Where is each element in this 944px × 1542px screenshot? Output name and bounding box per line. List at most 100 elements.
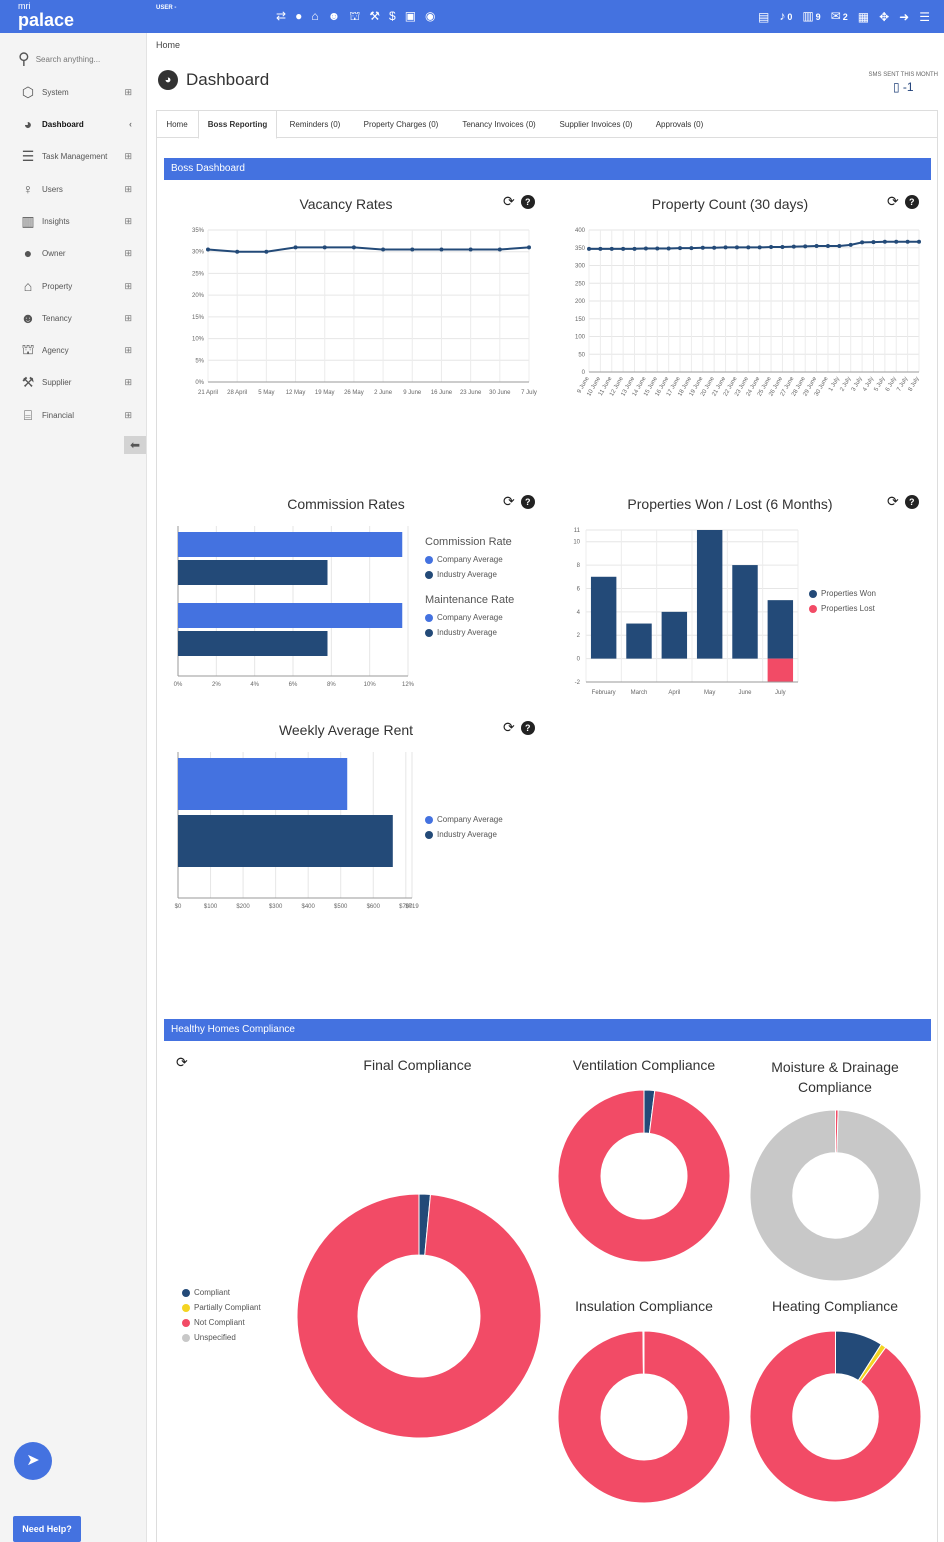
expand-icon[interactable]: ⊞ — [124, 86, 132, 97]
tab-boss-reporting[interactable]: Boss Reporting — [198, 110, 277, 139]
help-icon[interactable]: ? — [904, 494, 919, 509]
expand-icon[interactable]: ⊞ — [124, 183, 132, 194]
legend-item[interactable]: Company Average — [425, 812, 503, 827]
user-icon[interactable]: ● — [295, 9, 303, 23]
refresh-icon[interactable]: ⟳ — [503, 493, 515, 509]
tab-home[interactable]: Home — [166, 120, 188, 129]
help-icon[interactable]: ? — [520, 720, 535, 735]
tab-approvals[interactable]: Approvals (0) — [655, 120, 704, 129]
expand-icon[interactable]: ⊞ — [124, 280, 132, 291]
commission-rate-heading: Commission Rate — [425, 536, 512, 548]
tab-reminders[interactable]: Reminders (0) — [289, 120, 341, 129]
expand-icon[interactable]: ⊞ — [124, 376, 132, 387]
messages-button[interactable]: ✉ 2 — [831, 8, 848, 25]
legend-item[interactable]: Not Compliant — [182, 1315, 261, 1330]
x-tick-label: 16 June — [431, 390, 453, 396]
data-point — [410, 247, 415, 252]
home-icon[interactable]: ⌂ — [311, 9, 319, 23]
legend-item[interactable]: Company Average — [425, 552, 514, 567]
sidebar-item-dashboard[interactable]: ◕ Dashboard ‹ — [18, 115, 132, 133]
tab-tenancy-invoices[interactable]: Tenancy Invoices (0) — [462, 120, 536, 129]
expand-icon[interactable]: ⊞ — [124, 312, 132, 323]
sidebar-item-agency[interactable]: ⛫ Agency ⊞ — [18, 341, 132, 359]
expand-icon[interactable]: ⊞ — [124, 150, 132, 161]
documents-button[interactable]: ▥ 9 — [802, 8, 820, 25]
breadcrumb[interactable]: Home — [156, 40, 181, 50]
legend-item[interactable]: Industry Average — [425, 827, 503, 842]
lock-icon[interactable]: ▣ — [404, 9, 417, 23]
refresh-icon[interactable]: ⟳ — [503, 719, 515, 735]
series-line — [207, 246, 530, 253]
legend-label: Industry Average — [437, 830, 497, 839]
legend-item[interactable]: Industry Average — [425, 567, 514, 582]
data-point — [609, 246, 614, 251]
help-icon[interactable]: ? — [904, 194, 919, 209]
y-tick-label: 25% — [192, 271, 205, 277]
sidebar-item-owner[interactable]: ● Owner ⊞ — [18, 244, 132, 262]
bell-button[interactable]: ♪ 0 — [779, 8, 792, 25]
sidebar-item-tenancy[interactable]: ☻ Tenancy ⊞ — [18, 309, 132, 327]
expand-icon[interactable]: ⊞ — [124, 215, 132, 226]
legend-item[interactable]: Industry Average — [425, 625, 514, 640]
x-tick-label: $0 — [175, 904, 182, 910]
search-box[interactable]: ⚲ Search anything... — [18, 49, 100, 69]
sidebar-item-financial[interactable]: ⌸ Financial ⊞ — [18, 406, 132, 424]
data-point — [734, 245, 739, 250]
x-tick-label: 4% — [250, 682, 259, 688]
final-compliance-title: Final Compliance — [363, 1057, 472, 1073]
refresh-icon[interactable]: ⟳ — [887, 193, 899, 209]
menu-icon[interactable]: ☰ — [919, 9, 930, 24]
help-icon[interactable]: ? — [520, 194, 535, 209]
tab-property-charges[interactable]: Property Charges (0) — [363, 120, 439, 129]
data-point — [381, 247, 386, 252]
refresh-icon[interactable]: ⟳ — [887, 493, 899, 509]
swap-icon[interactable]: ⇄ — [276, 9, 287, 23]
legend-item[interactable]: Properties Lost — [809, 601, 876, 616]
legend-item[interactable]: Properties Won — [809, 586, 876, 601]
eye-icon[interactable]: ◉ — [425, 9, 436, 23]
legend-swatch — [182, 1333, 190, 1342]
refresh-icon[interactable]: ⟳ — [503, 193, 515, 209]
logout-icon[interactable]: ➜ — [899, 9, 910, 24]
sidebar-item-property[interactable]: ⌂ Property ⊞ — [18, 277, 132, 295]
data-point — [905, 239, 910, 244]
legend-item[interactable]: Company Average — [425, 610, 514, 625]
legend-item[interactable]: Compliant — [182, 1285, 261, 1300]
x-tick-label: $700 — [399, 904, 413, 910]
sidebar-item-task-management[interactable]: ☰ Task Management ⊞ — [18, 147, 132, 165]
legend-item[interactable]: Partially Compliant — [182, 1300, 261, 1315]
help-icon[interactable]: ? — [520, 494, 535, 509]
wrench-icon: ⚒ — [21, 373, 35, 390]
property-count-title: Property Count (30 days) — [651, 196, 809, 212]
logo[interactable]: mri palace — [18, 2, 74, 30]
legend-item[interactable]: Unspecified — [182, 1330, 261, 1345]
tab-supplier-invoices[interactable]: Supplier Invoices (0) — [559, 120, 633, 129]
people-icon[interactable]: ☻ — [327, 9, 341, 23]
wrench-icon[interactable]: ⚒ — [369, 9, 380, 23]
file-icon[interactable]: ▤ — [757, 9, 770, 24]
agency-icon[interactable]: ⛫ — [349, 9, 361, 23]
data-point — [825, 243, 830, 248]
bell-icon: ♪ — [779, 9, 786, 23]
document-icon: ▥ — [802, 9, 814, 23]
launch-button[interactable]: ➤ — [14, 1442, 52, 1480]
need-help-button[interactable]: Need Help? — [13, 1516, 81, 1542]
sidebar-item-supplier[interactable]: ⚒ Supplier ⊞ — [18, 373, 132, 391]
legend-swatch — [809, 589, 817, 598]
sidebar-item-system[interactable]: ⬡ System ⊞ — [18, 83, 132, 101]
collapse-sidebar-button[interactable]: ⬅ — [124, 436, 146, 454]
expand-icon[interactable]: ⊞ — [124, 344, 132, 355]
expand-icon[interactable]: ⊞ — [124, 247, 132, 258]
expand-icon[interactable]: ✥ — [879, 9, 890, 24]
y-tick-label: 10% — [192, 337, 205, 343]
refresh-icon[interactable]: ⟳ — [176, 1054, 188, 1070]
dollar-icon[interactable]: $ — [389, 9, 396, 23]
expand-icon[interactable]: ⊞ — [124, 409, 132, 420]
user-menu[interactable]: USER - — [156, 5, 177, 11]
calculator-icon[interactable]: ▦ — [857, 9, 870, 24]
legend-swatch — [182, 1288, 190, 1297]
x-tick-label: 6% — [289, 682, 298, 688]
sidebar-item-users[interactable]: ♀ Users ⊞ — [18, 180, 132, 198]
sidebar-item-insights[interactable]: ▥ Insights ⊞ — [18, 212, 132, 230]
search-input[interactable]: Search anything... — [35, 54, 101, 64]
